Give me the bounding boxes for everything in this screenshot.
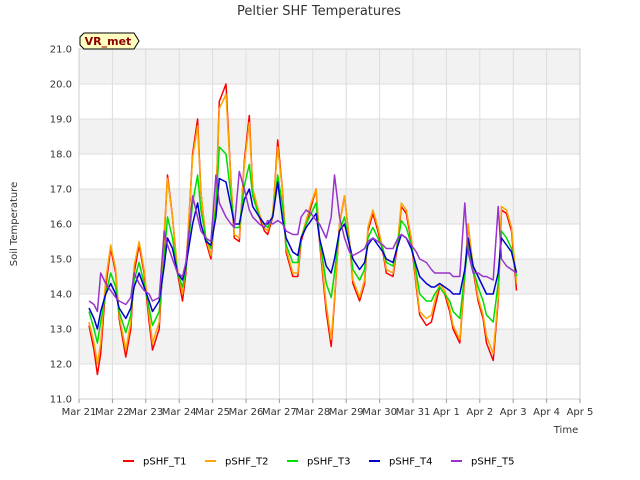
plot-band [79, 119, 580, 154]
y-tick-label: 21.0 [50, 45, 72, 56]
series-layer [88, 83, 518, 376]
y-tick-label: 16.0 [50, 220, 72, 231]
series-line-pSHF_T4 [88, 177, 518, 330]
x-tick-label: Apr 4 [533, 407, 560, 418]
legend-label: pSHF_T4 [389, 457, 432, 468]
plot-band [79, 49, 580, 84]
badge-shape [79, 32, 140, 50]
legend-label: pSHF_T5 [471, 457, 514, 468]
plot-bands [79, 49, 580, 364]
series-line-pSHF_T5 [88, 170, 517, 313]
y-axis-title: Soil Temperature [9, 182, 20, 267]
legend-label: pSHF_T2 [225, 457, 268, 468]
y-tick-label: 15.0 [50, 255, 72, 266]
y-tick-label: 18.0 [50, 150, 72, 161]
plot-band [79, 189, 580, 224]
plot-frame [78, 48, 581, 400]
x-tick-label: Apr 3 [500, 407, 527, 418]
y-tick-label: 11.0 [50, 395, 72, 406]
x-tick-label: Mar 22 [95, 407, 130, 418]
x-tick-label: Apr 2 [466, 407, 493, 418]
x-tick-label: Mar 23 [128, 407, 163, 418]
y-tick-label: 19.0 [50, 115, 72, 126]
y-tick-label: 13.0 [50, 325, 72, 336]
x-tick-label: Mar 30 [362, 407, 397, 418]
y-tick-label: 17.0 [50, 185, 72, 196]
y-axis-ticks: 11.0 12.0 13.0 14.0 15.0 16.0 17.0 18.0 19.0 20.0… [50, 45, 72, 406]
y-tick-label: 12.0 [50, 360, 72, 371]
x-tick-label: Mar 27 [262, 407, 297, 418]
x-tick-label: Mar 25 [195, 407, 230, 418]
x-tick-label: Mar 21 [62, 407, 97, 418]
x-tick-label: Mar 29 [329, 407, 364, 418]
legend-label: pSHF_T1 [143, 457, 186, 468]
x-tick-label: Apr 1 [433, 407, 460, 418]
vr-met-badge: VR_met [79, 32, 140, 50]
legend: pSHF_T1 pSHF_T2 pSHF_T3 pSHF_T4 pSHF_T5 [123, 457, 514, 468]
badge-label: VR_met [85, 35, 132, 48]
y-tick-label: 14.0 [50, 290, 72, 301]
x-tick-label: Mar 26 [229, 407, 264, 418]
y-tick-label: 20.0 [50, 80, 72, 91]
x-tick-label: Mar 31 [396, 407, 431, 418]
x-axis-title: Time [553, 425, 578, 436]
chart-title: Peltier SHF Temperatures [237, 4, 401, 19]
x-tick-label: Mar 24 [162, 407, 197, 418]
x-tick-label: Apr 5 [567, 407, 594, 418]
legend-label: pSHF_T3 [307, 457, 350, 468]
x-tick-label: Mar 28 [295, 407, 330, 418]
